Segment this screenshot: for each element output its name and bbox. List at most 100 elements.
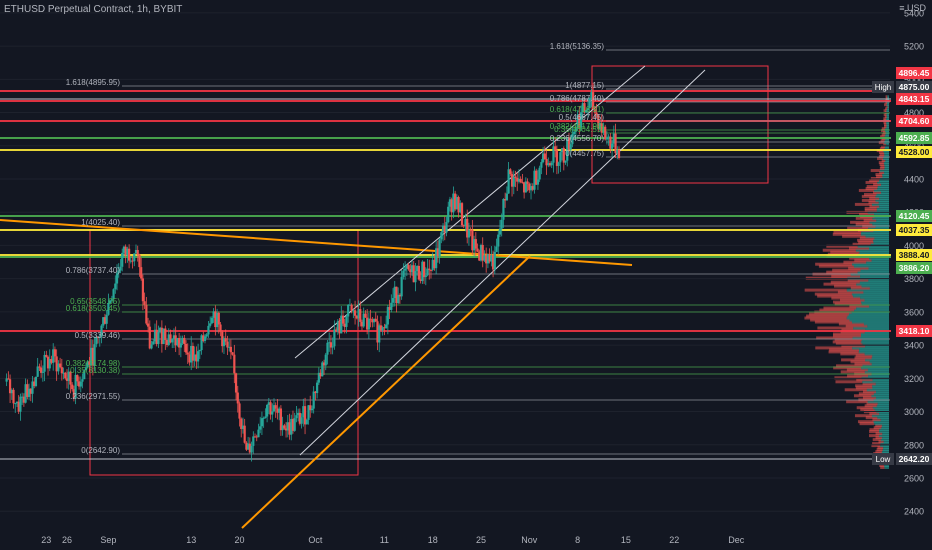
- candle-body: [397, 294, 400, 304]
- candle-body: [50, 358, 53, 363]
- price-tick-label: 4400: [904, 174, 924, 184]
- price-tag: [872, 81, 894, 93]
- volume-bar-buy: [871, 394, 889, 398]
- candle-body: [210, 317, 213, 324]
- candle-body: [357, 309, 360, 319]
- volume-bar-buy: [858, 350, 889, 354]
- volume-bar-sell: [841, 344, 866, 348]
- candle-body: [33, 381, 36, 387]
- volume-bar-buy: [882, 450, 889, 454]
- price-badge-label: 4037.35: [899, 225, 930, 235]
- candle-body: [454, 193, 457, 210]
- candle-body: [241, 425, 245, 429]
- volume-bar-buy: [872, 378, 889, 382]
- candle-body: [347, 304, 350, 317]
- volume-bar-buy: [883, 157, 889, 161]
- candle-body: [364, 313, 367, 318]
- candle-body: [424, 275, 427, 278]
- fib-level-label: 0.35(4604.59): [554, 125, 604, 134]
- volume-bar-sell: [832, 340, 861, 344]
- candle-body: [84, 367, 88, 371]
- volume-bar-sell: [843, 260, 867, 264]
- price-tick-label: 5000: [904, 75, 924, 85]
- volume-bar-sell: [809, 312, 850, 316]
- candle-body: [498, 228, 502, 235]
- settings-icon[interactable]: ≡: [899, 3, 905, 13]
- candle-body: [247, 443, 250, 450]
- candle-body: [271, 411, 274, 415]
- candle-body: [15, 401, 19, 404]
- candle-body: [483, 255, 486, 261]
- candle-body: [369, 318, 372, 320]
- volume-bar-sell: [877, 157, 884, 161]
- volume-bar-sell: [826, 244, 858, 248]
- volume-bar-sell: [836, 364, 863, 368]
- volume-bar-buy: [873, 188, 889, 192]
- volume-bar-sell: [875, 450, 883, 454]
- candle-body: [98, 336, 101, 338]
- volume-bar-buy: [849, 312, 889, 316]
- volume-bar-sell: [872, 418, 881, 422]
- candle-body: [560, 148, 564, 153]
- candle-body: [266, 404, 269, 417]
- candle-body: [52, 349, 55, 363]
- candle-body: [171, 338, 174, 343]
- volume-bar-sell: [832, 232, 861, 236]
- volume-bar-buy: [885, 159, 889, 163]
- candle-body: [526, 181, 529, 184]
- candle-body: [612, 133, 615, 144]
- fib-level-label: 0.5(4667.45): [559, 113, 605, 122]
- candle-body: [21, 396, 24, 398]
- volume-bar-buy: [863, 290, 889, 294]
- time-axis[interactable]: 26 23 Sep 13 20 Oct 11 18 25 Nov 8 15 22 Dec: [41, 535, 745, 545]
- candle-body: [540, 162, 543, 168]
- candle-body: [191, 345, 195, 361]
- candle-body: [512, 176, 515, 187]
- volume-bar-buy: [887, 107, 889, 111]
- volume-bar-buy: [857, 244, 889, 248]
- volume-bar-buy: [861, 230, 889, 234]
- candle-body: [479, 244, 483, 261]
- volume-bar-sell: [875, 436, 883, 440]
- volume-bar-sell: [862, 396, 876, 400]
- candle-body: [448, 199, 452, 207]
- candle-body: [614, 133, 617, 154]
- candle-body: [69, 371, 72, 385]
- candle-body: [121, 252, 124, 267]
- candle-body: [426, 268, 429, 276]
- fib-level-label: 0.618(4716.91): [550, 105, 605, 114]
- volume-bar-buy: [856, 306, 889, 310]
- candle-body: [436, 248, 439, 257]
- volume-bar-sell: [845, 324, 868, 328]
- candle-body: [353, 310, 357, 316]
- candles: [5, 82, 621, 462]
- currency-label[interactable]: ≡ USD: [899, 3, 926, 13]
- candle-body: [443, 225, 446, 233]
- candle-body: [29, 388, 32, 394]
- candle-body: [126, 248, 129, 256]
- candle-body: [590, 92, 593, 99]
- candle-body: [153, 329, 157, 342]
- candle-body: [441, 225, 445, 233]
- volume-bar-buy: [884, 145, 889, 149]
- candle-body: [124, 246, 127, 256]
- candle-body: [302, 406, 305, 418]
- candle-body: [202, 335, 205, 341]
- volume-bar-sell: [879, 464, 885, 468]
- candle-body: [181, 337, 184, 344]
- candle-body: [598, 123, 602, 129]
- volume-bar-sell: [858, 240, 874, 244]
- candle-body: [267, 402, 270, 405]
- fib-level-label: 0.786(3737.40): [66, 266, 121, 275]
- candle-body: [174, 335, 177, 346]
- candle-body: [617, 149, 621, 159]
- candle-body: [46, 356, 50, 369]
- candle-body: [183, 337, 186, 344]
- candle-body: [579, 112, 583, 128]
- price-tick-label: 3000: [904, 407, 924, 417]
- volume-bar-buy: [873, 420, 889, 424]
- candle-body: [352, 310, 355, 312]
- volume-bar-buy: [885, 127, 889, 131]
- candle-body: [459, 203, 462, 213]
